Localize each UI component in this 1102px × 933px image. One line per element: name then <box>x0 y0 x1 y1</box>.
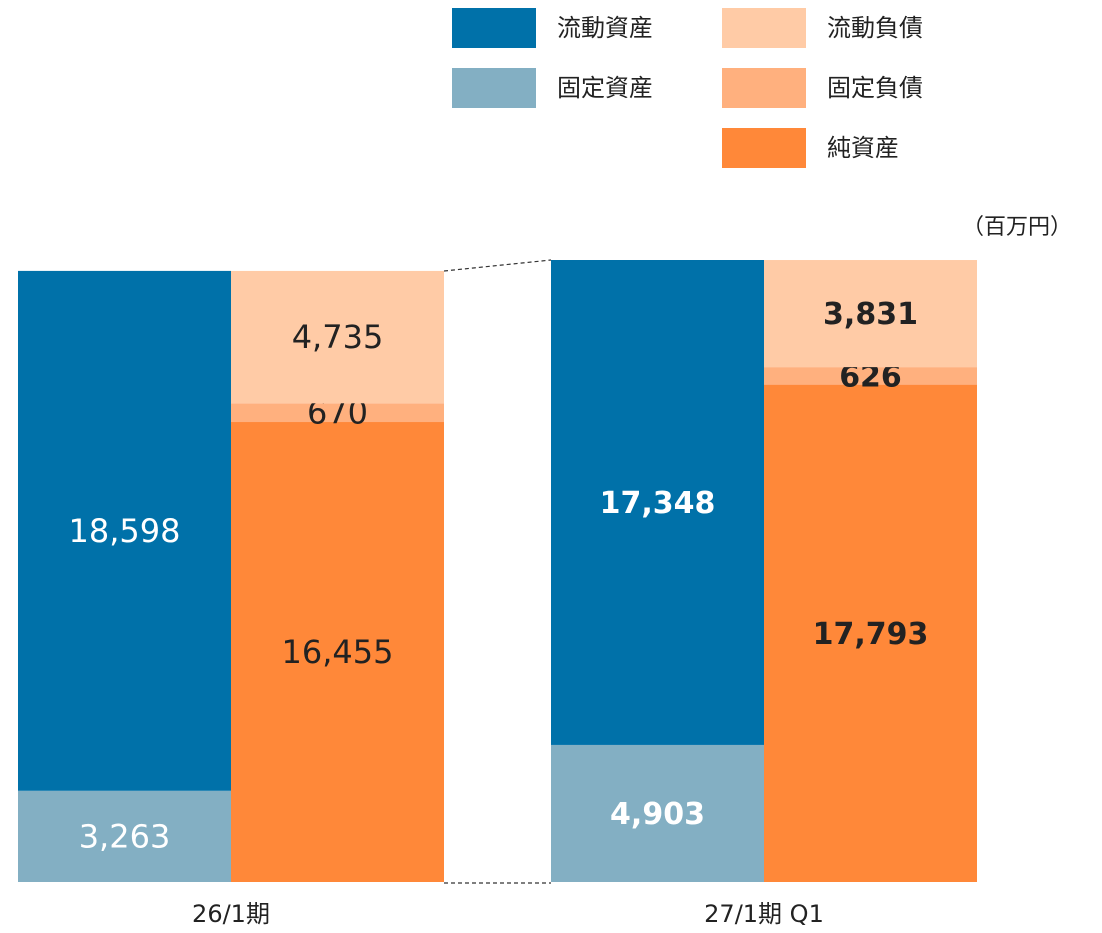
legend-swatch <box>722 68 806 108</box>
bar-segment <box>231 270 444 404</box>
value-label: 3,263 <box>79 817 171 855</box>
legend-label: 流動資産 <box>557 14 653 42</box>
legend-swatch <box>722 128 806 168</box>
bar-segment <box>764 260 977 368</box>
bar-segment <box>18 270 231 791</box>
legend-label: 固定負債 <box>827 74 923 102</box>
legend-label: 固定資産 <box>557 74 653 102</box>
bar-segment <box>764 384 977 882</box>
value-label: 17,348 <box>600 486 716 521</box>
legend-swatch <box>452 8 536 48</box>
bar-segment <box>231 422 444 882</box>
x-tick-label: 26/1期 <box>192 900 270 928</box>
value-label: 3,831 <box>823 297 918 332</box>
value-label: 18,598 <box>69 512 181 550</box>
bar-segment <box>231 403 444 423</box>
bar-segment <box>18 790 231 882</box>
unit-label: （百万円） <box>962 215 1072 240</box>
legend-label: 流動負債 <box>827 14 923 42</box>
connector <box>443 259 552 272</box>
legend-swatch <box>722 8 806 48</box>
value-label: 4,903 <box>610 797 705 832</box>
bar-segment <box>551 260 764 745</box>
value-label: 17,793 <box>813 617 929 652</box>
value-label: 16,455 <box>282 633 394 671</box>
x-tick-label: 27/1期 Q1 <box>704 900 824 928</box>
value-label: 4,735 <box>292 318 384 356</box>
legend-label: 純資産 <box>827 134 899 162</box>
bar-segment <box>764 367 977 385</box>
bar-segment <box>551 744 764 882</box>
legend-swatch <box>452 68 536 108</box>
